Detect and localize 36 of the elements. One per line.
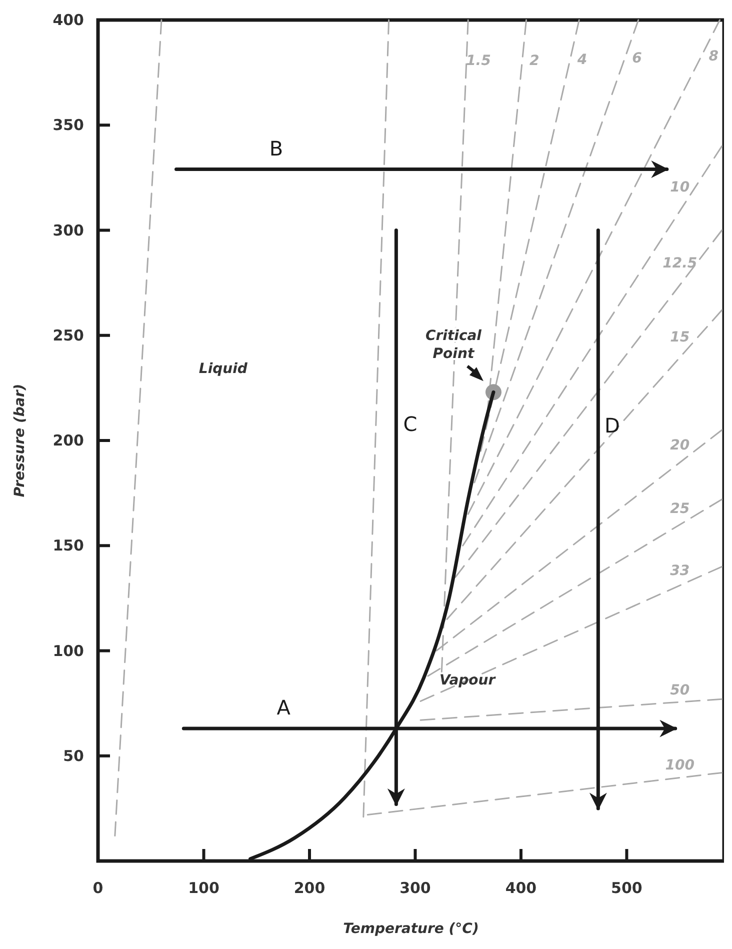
x-tick-label: 300 <box>400 879 431 897</box>
y-tick-label: 100 <box>52 642 84 660</box>
series-label: 33 <box>670 562 690 579</box>
x-tick-label: 200 <box>294 879 326 897</box>
series-label: 4 <box>576 52 588 68</box>
series-label: 25 <box>670 500 690 517</box>
y-tick-label: 300 <box>52 221 84 240</box>
x-tick-label: 0 <box>92 879 104 897</box>
series-label: 6 <box>632 50 642 67</box>
x-tick-label: 400 <box>505 879 537 897</box>
annotation: Vapour <box>439 672 496 688</box>
x-axis-title: Temperature (°C) <box>343 921 479 937</box>
y-tick-label: 350 <box>52 116 84 134</box>
series-label: B <box>269 136 284 160</box>
series-label: 8 <box>708 48 719 65</box>
y-tick-label: 250 <box>52 326 84 344</box>
series-label: A <box>276 696 291 720</box>
series-label: D <box>604 414 620 438</box>
y-tick-label: 400 <box>52 11 84 29</box>
series-label: C <box>403 412 418 436</box>
y-axis-title: Pressure (bar) <box>12 384 28 498</box>
series-label: 15 <box>670 329 690 346</box>
series-label: 10 <box>670 180 690 196</box>
series-label: 1.5 <box>466 52 492 69</box>
series-label: 12.5 <box>662 256 698 272</box>
y-tick-label: 200 <box>52 432 84 450</box>
y-tick-label: 150 <box>52 536 84 555</box>
x-tick-label: 500 <box>611 879 642 897</box>
y-tick-label: 50 <box>63 746 84 765</box>
series-label: 100 <box>665 758 695 774</box>
x-tick-label: 100 <box>188 879 220 897</box>
series-label: 20 <box>670 437 690 454</box>
series-label: 2 <box>529 52 540 69</box>
annotation: Critical Point <box>425 328 482 362</box>
annotation: Liquid <box>198 361 248 378</box>
series-label: 50 <box>670 682 690 698</box>
